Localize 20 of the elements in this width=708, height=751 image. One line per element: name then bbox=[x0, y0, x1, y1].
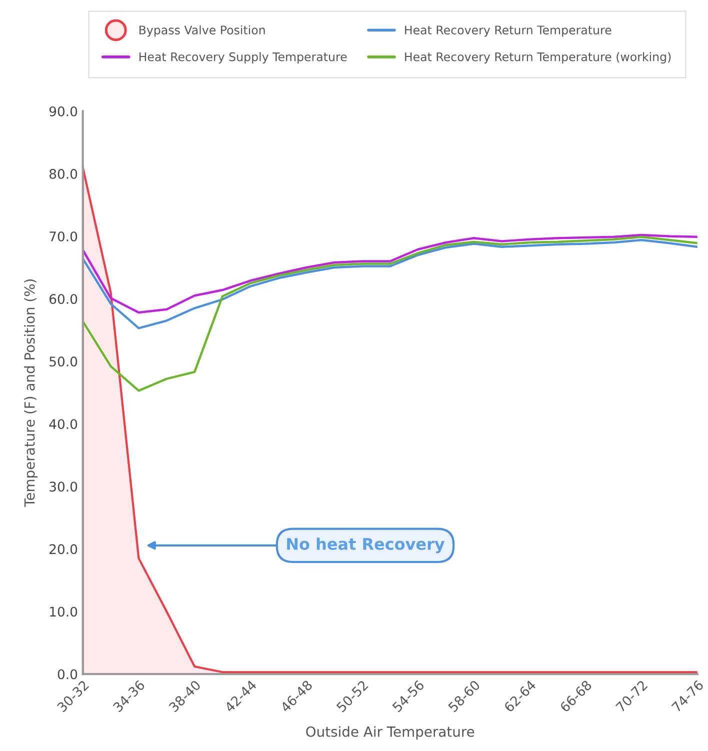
y-tick-label: 60.0 bbox=[50, 294, 78, 304]
x-axis-title: Outside Air Temperature bbox=[306, 726, 474, 740]
y-tick-label: 20.0 bbox=[50, 544, 78, 554]
y-axis-title: Temperature (F) and Position (%) bbox=[24, 279, 38, 507]
y-tick-label: 80.0 bbox=[49, 168, 78, 179]
y-tick-label: 30.0 bbox=[50, 482, 78, 492]
y-tick-label: 10.0 bbox=[50, 606, 78, 617]
line-series bbox=[82, 236, 698, 392]
line-series bbox=[82, 238, 698, 330]
legend-label: Bypass Valve Position bbox=[139, 25, 265, 37]
legend-label: Heat Recovery Return Temperature (working) bbox=[405, 52, 671, 64]
y-tick-label: 50.0 bbox=[50, 356, 78, 367]
line-series bbox=[82, 234, 698, 314]
y-tick-label: 70.0 bbox=[50, 231, 78, 242]
y-tick-label: 40.0 bbox=[49, 419, 78, 430]
annotation: No heat Recovery bbox=[287, 538, 445, 554]
y-tick-label: 0.0 bbox=[58, 669, 78, 680]
legend-label: Heat Recovery Supply Temperature bbox=[139, 52, 347, 64]
y-tick-label: 90.0 bbox=[49, 106, 78, 116]
legend-label: Heat Recovery Return Temperature bbox=[405, 26, 612, 37]
